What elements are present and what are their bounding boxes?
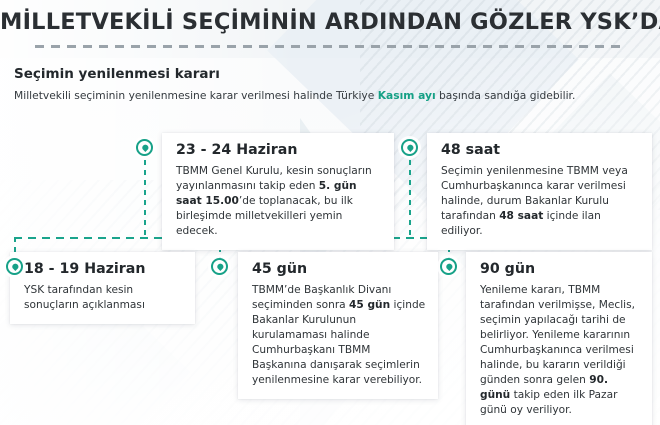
card-title: 48 saat xyxy=(441,142,501,158)
intro-block: Seçimin yenilenmesi kararı Milletvekili … xyxy=(14,66,575,102)
card-body: Seçimin yenilenmesine TBMM veya Cumhurba… xyxy=(441,165,628,238)
title-divider xyxy=(35,45,625,48)
location-pin-circle-icon-90 xyxy=(440,258,457,275)
card-body: Yenileme kararı, TBMM tarafından verilmi… xyxy=(480,284,636,417)
intro-text-before: Milletvekili seçiminin yenilenmesine kar… xyxy=(14,89,378,102)
location-pin-circle-icon-23-24 xyxy=(136,139,153,156)
location-pin-circle-icon-45 xyxy=(211,258,228,275)
card-title: 90 gün xyxy=(480,261,536,277)
card-title: 18 - 19 Haziran xyxy=(24,261,146,277)
intro-heading: Seçimin yenilenmesi kararı xyxy=(14,66,220,82)
card-title: 45 gün xyxy=(252,261,308,277)
timeline-card-18-19-haziran[interactable]: 18 - 19 Haziran YSK tarafından kesin son… xyxy=(10,252,195,325)
header-band: MİLLETVEKİLİ SEÇİMİNİN ARDINDAN GÖZLER Y… xyxy=(0,0,660,58)
card-body: TBMM Genel Kurulu, kesin sonuçların yayı… xyxy=(176,165,372,238)
page-title: MİLLETVEKİLİ SEÇİMİNİN ARDINDAN GÖZLER Y… xyxy=(0,9,660,35)
location-pin-circle-icon-18-19 xyxy=(6,258,23,275)
timeline-card-90-gun[interactable]: 90 gün Yenileme kararı, TBMM tarafından … xyxy=(466,252,652,425)
intro-highlight: Kasım ayı xyxy=(377,89,436,102)
timeline-card-23-24-haziran[interactable]: 23 - 24 Haziran TBMM Genel Kurulu, kesin… xyxy=(162,133,394,251)
intro-text-after: başında sandığa gidebilir. xyxy=(435,89,576,102)
card-title: 23 - 24 Haziran xyxy=(176,142,298,158)
connector-vertical-23-24 xyxy=(144,150,146,238)
card-body: YSK tarafından kesin sonuçların açıklanm… xyxy=(24,284,145,312)
timeline-card-48-saat[interactable]: 48 saat Seçimin yenilenmesine TBMM veya … xyxy=(427,133,652,251)
card-body: TBMM’de Başkanlık Divanı seçiminden sonr… xyxy=(252,284,426,387)
connector-vertical-48 xyxy=(409,150,411,238)
timeline-card-45-gun[interactable]: 45 gün TBMM’de Başkanlık Divanı seçimind… xyxy=(238,252,438,400)
location-pin-circle-icon-48 xyxy=(401,139,418,156)
intro-text: Milletvekili seçiminin yenilenmesine kar… xyxy=(14,89,575,102)
